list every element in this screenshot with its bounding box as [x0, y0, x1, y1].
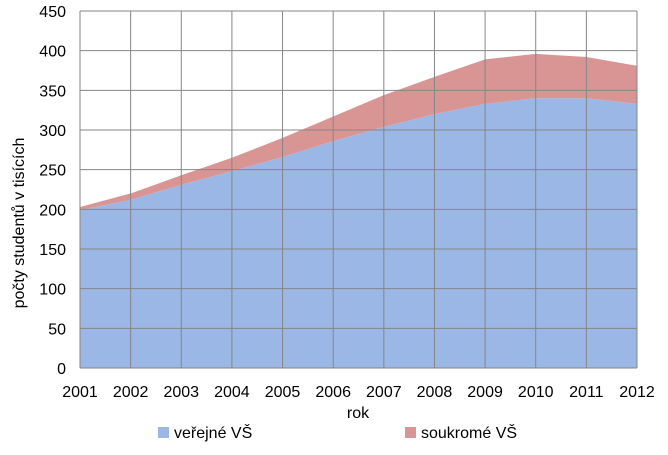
x-tick-label: 2012: [619, 384, 655, 401]
legend-swatch-2: [405, 427, 416, 438]
x-tick-label: 2005: [265, 384, 301, 401]
y-tick-label: 400: [39, 44, 66, 61]
x-tick-label: 2001: [62, 384, 98, 401]
x-tick-label: 2006: [315, 384, 351, 401]
series-area-1: [80, 98, 637, 369]
x-tick-label: 2003: [163, 384, 199, 401]
y-axis-ticks: 0 50 100 150 200 250 300 350 400 450: [39, 4, 66, 378]
y-tick-label: 50: [48, 321, 66, 338]
x-tick-label: 2004: [214, 384, 250, 401]
gridlines: [79, 10, 638, 369]
y-tick-label: 100: [39, 282, 66, 299]
x-tick-label: 2011: [569, 384, 604, 401]
x-tick-label: 2002: [113, 384, 149, 401]
y-tick-label: 150: [39, 242, 66, 259]
y-tick-label: 300: [39, 123, 66, 140]
x-tick-label: 2009: [467, 384, 503, 401]
x-tick-label: 2010: [518, 384, 554, 401]
x-tick-label: 2007: [366, 384, 402, 401]
x-axis-title: rok: [347, 405, 370, 422]
series-area-2: [80, 53, 637, 211]
y-tick-label: 250: [39, 163, 66, 180]
y-tick-label: 200: [39, 202, 66, 219]
legend-label-1: veřejné VŠ: [174, 423, 252, 442]
legend-label-2: soukromé VŠ: [421, 423, 517, 442]
y-tick-label: 0: [57, 361, 66, 378]
y-tick-label: 350: [39, 83, 66, 100]
y-tick-label: 450: [39, 4, 66, 21]
series-areas: [80, 53, 637, 369]
y-axis-title: počty studentů v tisících: [10, 138, 28, 309]
x-tick-label: 2008: [417, 384, 453, 401]
x-axis-ticks: 2001 2002 2003 2004 2005 2006 2007 2008 2009 2010…: [62, 384, 655, 401]
legend-swatch-1: [158, 427, 169, 438]
legend: veřejné VŠ soukromé VŠ: [158, 423, 517, 442]
